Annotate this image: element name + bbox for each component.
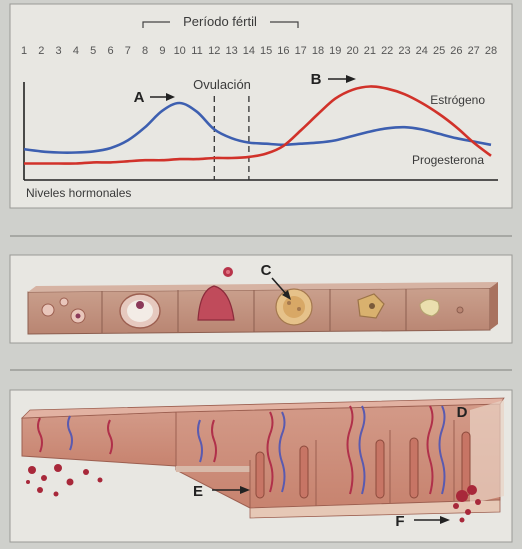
marker-c: C <box>261 262 272 279</box>
day-tick-label: 14 <box>243 45 255 57</box>
day-tick-label: 24 <box>416 45 428 57</box>
day-tick-label: 17 <box>295 45 307 57</box>
corpus-albicans <box>419 298 464 317</box>
ovulation-window-lines <box>213 96 250 180</box>
marker-a-arrow <box>150 93 175 101</box>
marker-c-arrow <box>271 277 291 300</box>
spiral-arteries <box>37 405 446 495</box>
ovulation-label: Ovulación <box>193 77 251 92</box>
blood-clot-f <box>453 485 481 523</box>
marker-d: D <box>457 404 468 421</box>
day-tick-label: 7 <box>125 45 131 57</box>
day-tick-label: 23 <box>398 45 410 57</box>
day-axis-ticks: 1 2 3 4 5 6 7 8 9 10 11 12 13 14 15 16 17 18 19 20 21 22 23 24 2… <box>21 45 497 57</box>
fertile-period-bracket <box>142 21 299 28</box>
regressing-corpus-luteum <box>357 293 385 319</box>
day-tick-label: 9 <box>159 45 165 57</box>
day-tick-label: 10 <box>174 45 186 57</box>
estrogen-series-line <box>23 101 492 154</box>
estrogen-series-label: Estrógeno <box>430 93 485 107</box>
day-tick-label: 1 <box>21 45 27 57</box>
marker-a: A <box>134 89 145 106</box>
day-tick-label: 2 <box>38 45 44 57</box>
day-tick-label: 18 <box>312 45 324 57</box>
day-tick-label: 5 <box>90 45 96 57</box>
day-tick-label: 8 <box>142 45 148 57</box>
day-tick-label: 27 <box>468 45 480 57</box>
y-axis-label: Niveles hormonales <box>26 186 131 200</box>
marker-b-arrow <box>328 75 356 83</box>
fertile-period-label: Período fértil <box>183 14 257 29</box>
day-tick-label: 28 <box>485 45 497 57</box>
day-tick-label: 12 <box>208 45 220 57</box>
day-tick-label: 3 <box>56 45 62 57</box>
corpus-luteum <box>275 288 313 326</box>
day-tick-label: 19 <box>329 45 341 57</box>
day-tick-label: 15 <box>260 45 272 57</box>
day-tick-label: 25 <box>433 45 445 57</box>
uterine-glands <box>255 431 471 499</box>
marker-f: F <box>395 513 404 530</box>
menstrual-shedding-fragments <box>26 464 103 497</box>
ovulating-follicle <box>197 267 235 321</box>
day-tick-label: 6 <box>107 45 113 57</box>
growing-follicle <box>119 293 161 329</box>
marker-e: E <box>193 483 203 500</box>
day-tick-label: 4 <box>73 45 79 57</box>
progesterone-series-line <box>24 85 492 165</box>
progesterone-series-label: Progesterona <box>412 153 484 167</box>
day-tick-label: 13 <box>225 45 237 57</box>
day-tick-label: 16 <box>277 45 289 57</box>
day-tick-label: 22 <box>381 45 393 57</box>
primary-follicles <box>41 297 86 324</box>
day-tick-label: 26 <box>450 45 462 57</box>
marker-e-arrow <box>212 486 250 494</box>
day-tick-label: 21 <box>364 45 376 57</box>
marker-f-arrow <box>414 516 450 524</box>
marker-b: B <box>311 71 322 88</box>
day-tick-label: 11 <box>191 45 202 57</box>
day-tick-label: 20 <box>346 45 358 57</box>
